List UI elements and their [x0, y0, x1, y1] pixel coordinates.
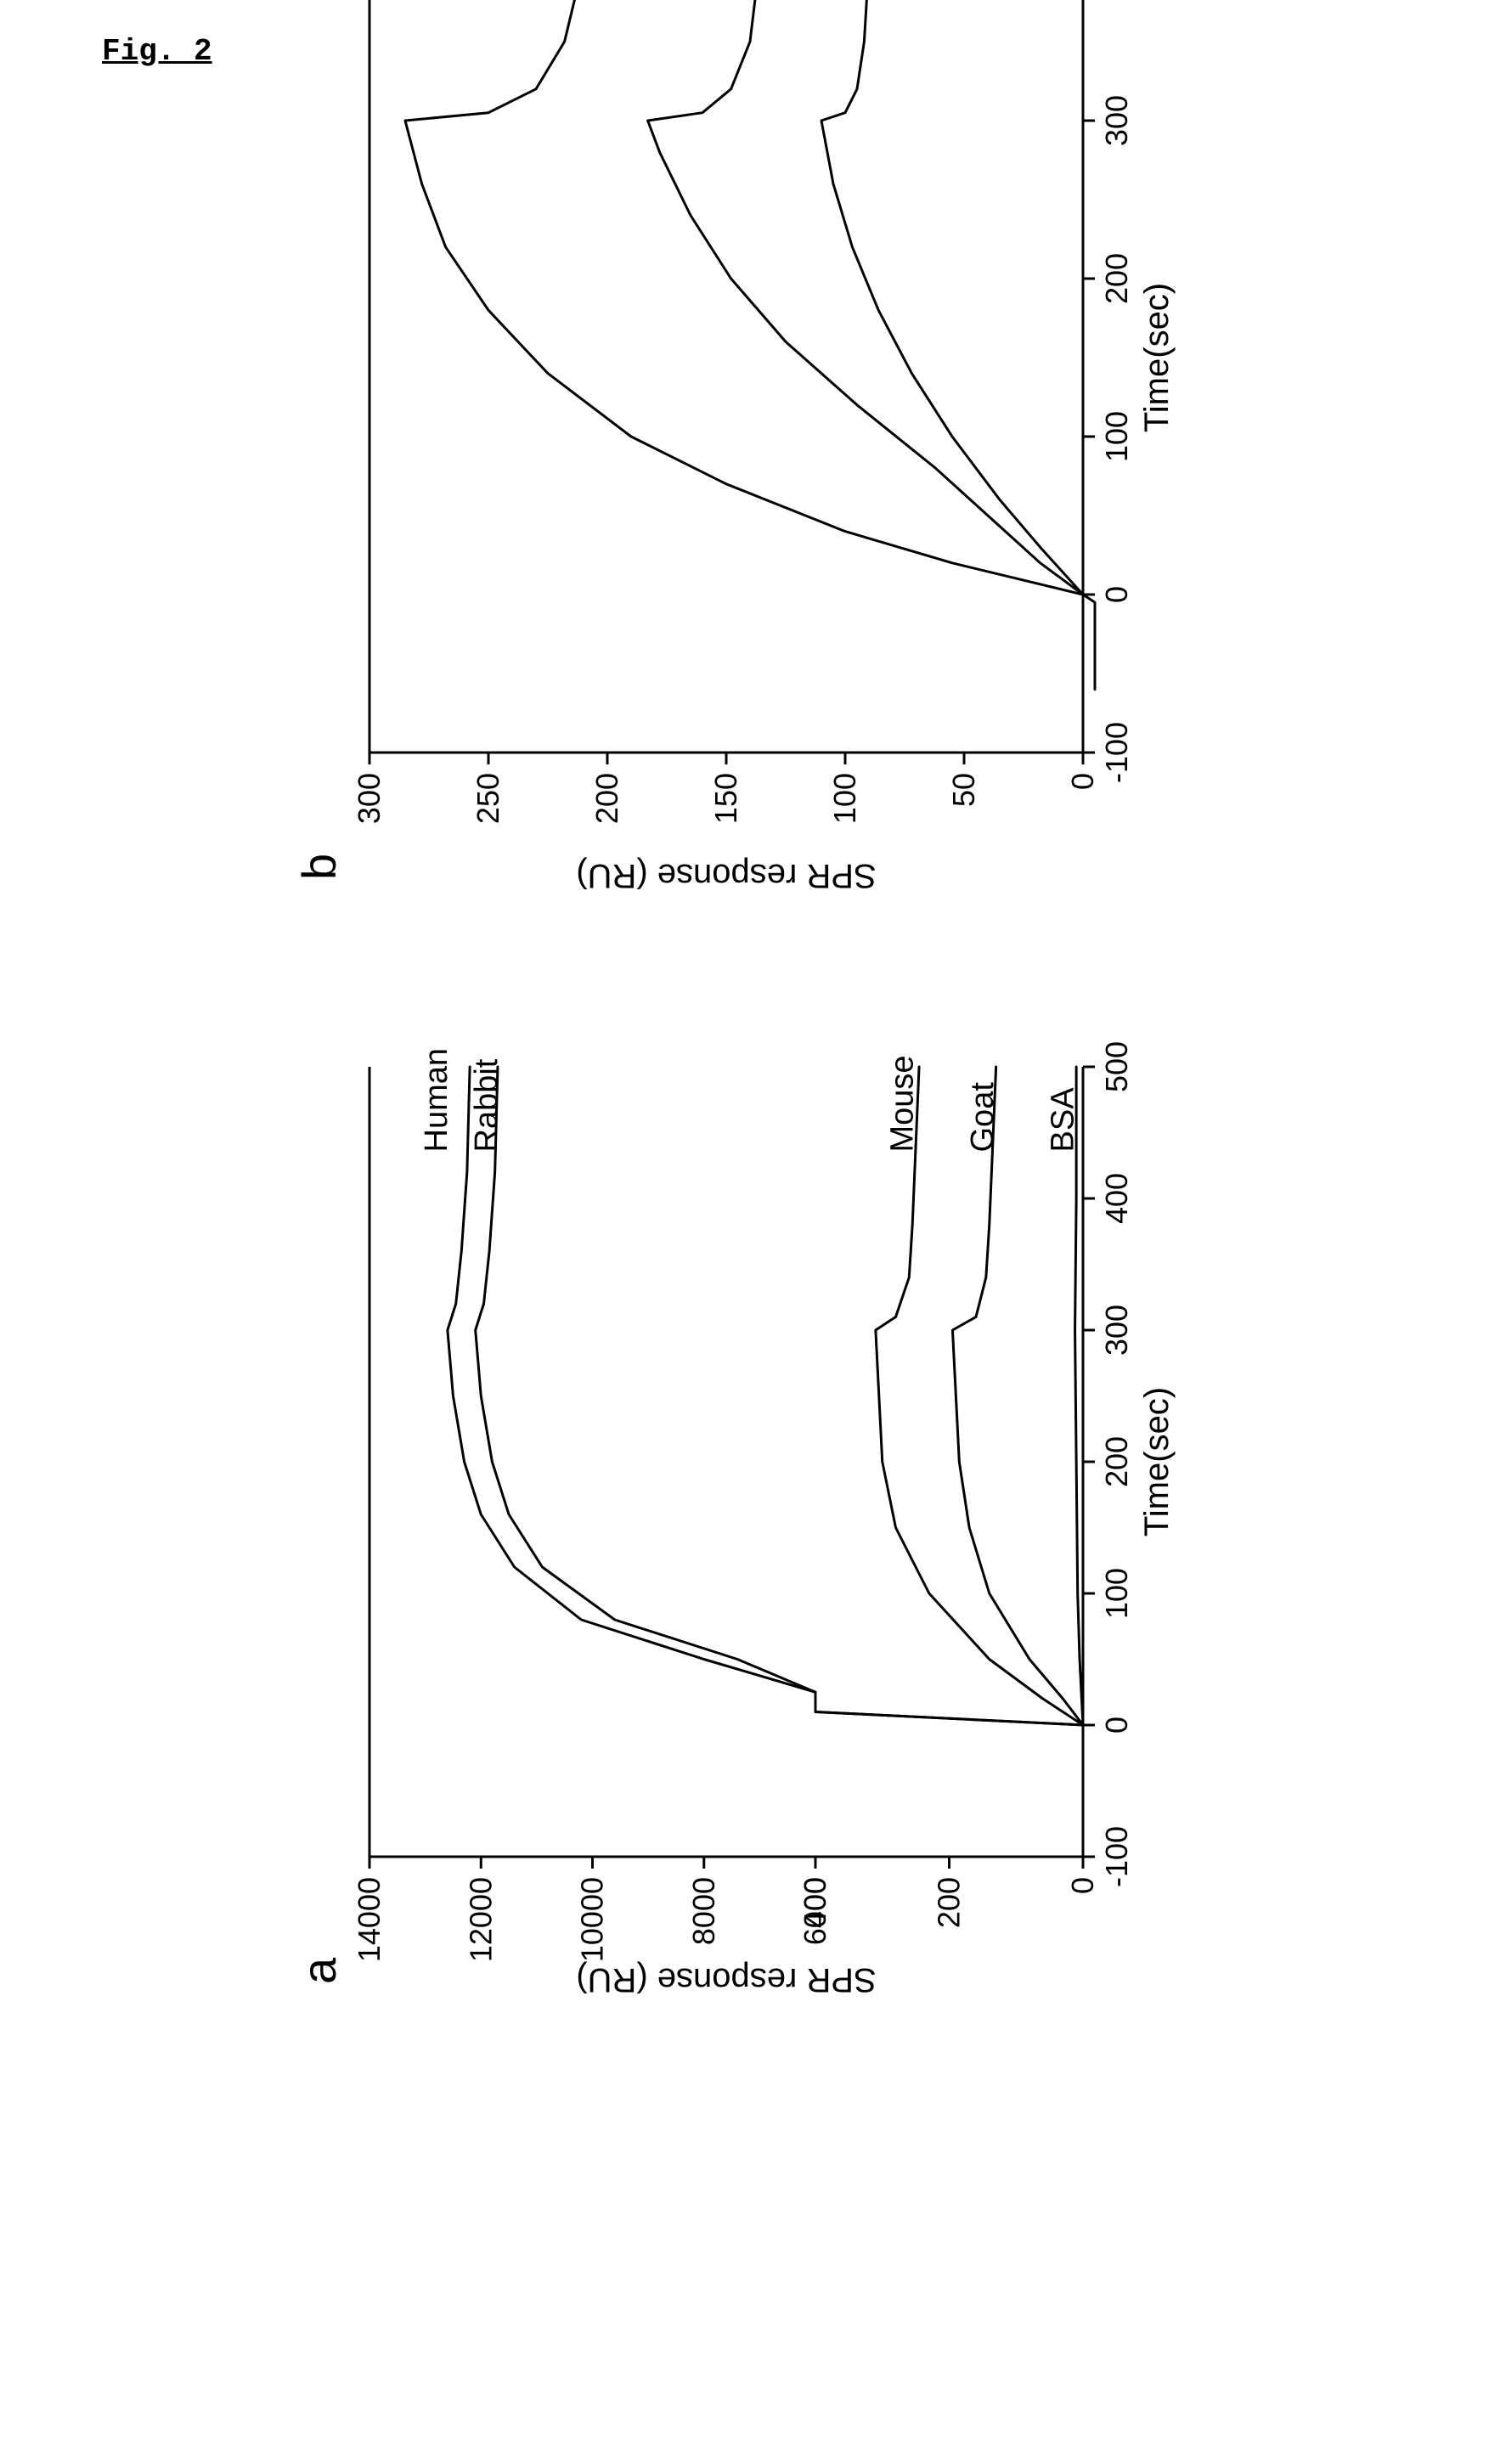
- svg-text:300: 300: [1099, 95, 1134, 146]
- svg-text:Rabbit: Rabbit: [469, 1058, 505, 1152]
- svg-text:a: a: [293, 1957, 346, 1984]
- svg-text:150: 150: [708, 773, 743, 824]
- svg-text:50: 50: [946, 773, 981, 807]
- svg-text:12000: 12000: [463, 1877, 498, 1962]
- svg-text:300: 300: [352, 773, 386, 824]
- svg-text:10000: 10000: [575, 1877, 610, 1962]
- svg-text:6000: 6000: [798, 1877, 832, 1945]
- svg-text:8000: 8000: [686, 1877, 721, 1945]
- svg-text:100: 100: [1099, 1568, 1134, 1619]
- svg-text:14000: 14000: [352, 1877, 386, 1962]
- charts-container: -100010020030040050002004006000800010000…: [293, 0, 1185, 2044]
- svg-text:0: 0: [1099, 1717, 1134, 1734]
- svg-text:100: 100: [1099, 411, 1134, 462]
- svg-text:SPR response (RU): SPR response (RU): [576, 1961, 876, 1999]
- svg-text:BSA: BSA: [1045, 1087, 1080, 1153]
- svg-text:300: 300: [1099, 1305, 1134, 1356]
- panel-a-svg: -100010020030040050002004006000800010000…: [293, 897, 1185, 2001]
- svg-text:Time(sec): Time(sec): [1138, 1387, 1176, 1536]
- panel-b-svg: -1000100200300400050100150200250300Time(…: [293, 0, 1185, 897]
- svg-text:-100: -100: [1099, 1826, 1134, 1887]
- svg-text:200: 200: [589, 773, 624, 824]
- panel-b-wrap: -1000100200300400050100150200250300Time(…: [293, 0, 1185, 897]
- svg-text:200: 200: [932, 1877, 967, 1928]
- svg-text:Human: Human: [419, 1048, 454, 1153]
- svg-text:b: b: [293, 854, 346, 880]
- svg-text:250: 250: [471, 773, 505, 824]
- svg-text:100: 100: [827, 773, 862, 824]
- svg-text:Time(sec): Time(sec): [1138, 283, 1176, 432]
- svg-text:200: 200: [1099, 1436, 1134, 1487]
- svg-text:400: 400: [1099, 1173, 1134, 1224]
- svg-text:0: 0: [1099, 586, 1134, 603]
- svg-text:-100: -100: [1099, 722, 1134, 783]
- svg-text:Goat: Goat: [965, 1082, 1001, 1153]
- svg-text:0: 0: [1065, 773, 1100, 790]
- svg-text:Mouse: Mouse: [884, 1055, 920, 1152]
- svg-text:200: 200: [1099, 253, 1134, 304]
- panel-a-wrap: -100010020030040050002004006000800010000…: [293, 897, 1185, 2001]
- svg-text:0: 0: [1065, 1877, 1100, 1894]
- svg-text:500: 500: [1099, 1041, 1134, 1092]
- svg-text:SPR response (RU): SPR response (RU): [576, 857, 876, 894]
